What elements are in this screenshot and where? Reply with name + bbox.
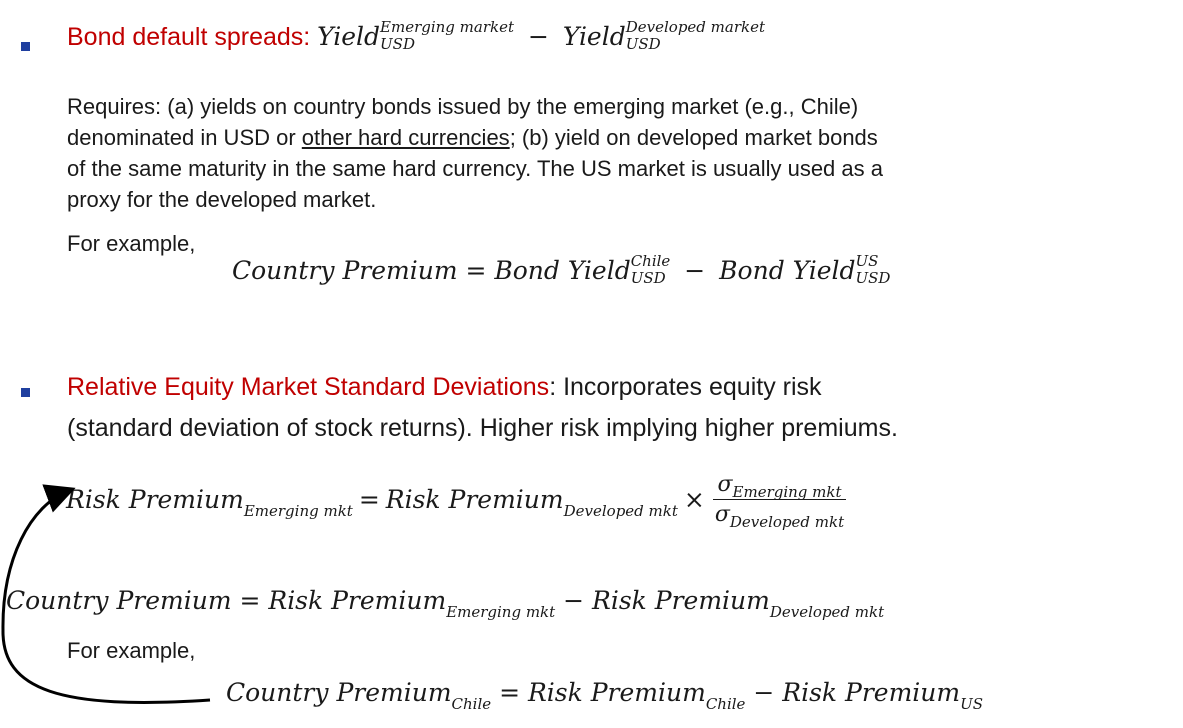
section1-heading-line: Bond default spreads: Yield Emerging mark… — [67, 17, 765, 53]
bullet-2 — [21, 388, 30, 397]
bullet-1 — [21, 42, 30, 51]
hard-currencies-link[interactable]: other hard currencies — [301, 125, 510, 150]
country-premium-bond-formula: Country Premium = Bond Yield Chile USD − B… — [232, 251, 891, 287]
section1-example-label: For example, — [67, 231, 196, 256]
section1-heading: Bond default spreads: — [67, 23, 318, 51]
risk-premium-ratio-formula: Risk PremiumEmerging mkt = Risk PremiumD… — [66, 472, 848, 531]
section2-heading-block: Relative Equity Market Standard Deviatio… — [67, 373, 898, 442]
section1-paragraph: Requires: (a) yields on country bonds is… — [67, 94, 883, 212]
bond-spread-formula: Yield Emerging market USD − Yield Developed… — [317, 17, 765, 53]
sigma-fraction: σEmerging mkt σDeveloped mkt — [713, 472, 846, 531]
section2-example-label: For example, — [67, 638, 196, 663]
country-premium-risk-formula: Country Premium = Risk PremiumEmerging m… — [6, 586, 885, 621]
section2-heading: Relative Equity Market Standard Deviatio… — [67, 373, 550, 401]
country-premium-chile-formula: Country PremiumChile = Risk PremiumChile… — [226, 678, 984, 713]
